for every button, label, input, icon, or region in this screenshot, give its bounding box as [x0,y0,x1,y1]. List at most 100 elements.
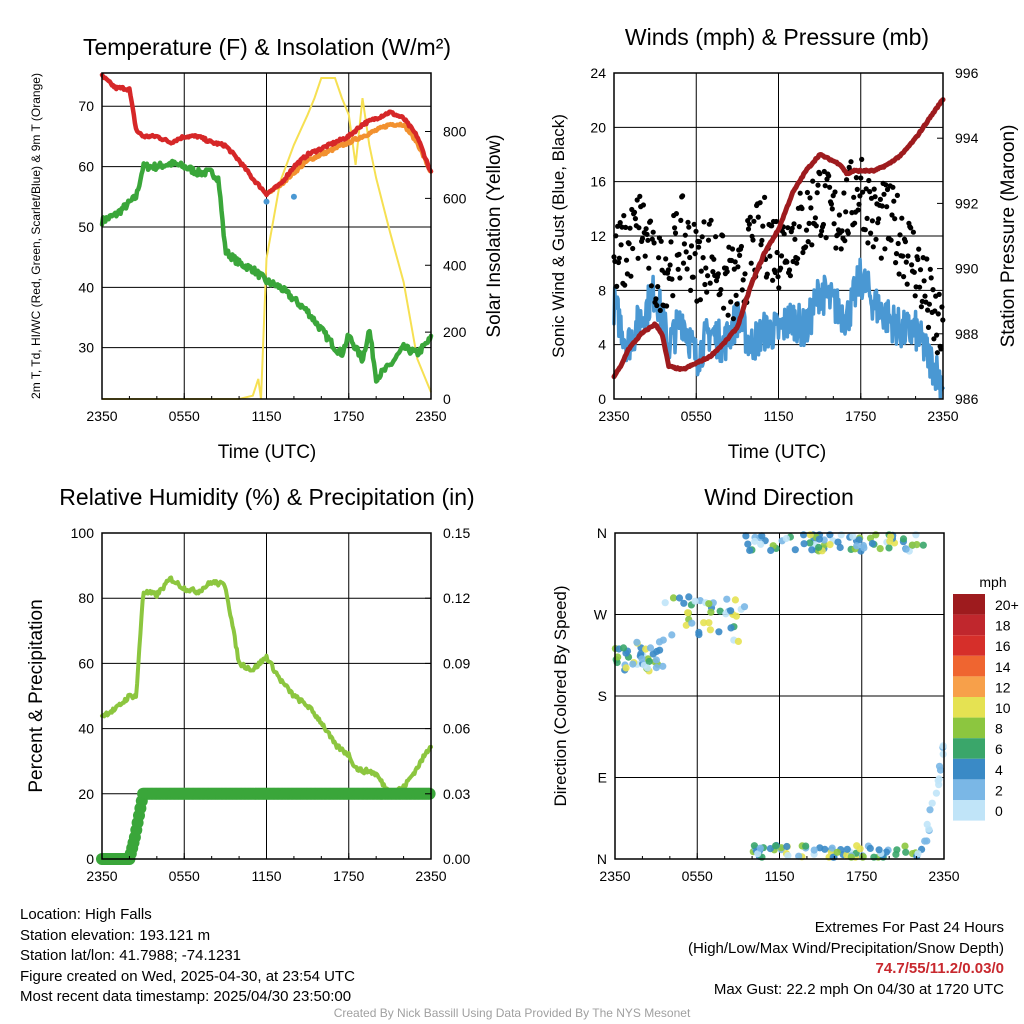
gust-point [665,267,672,273]
gust-point [639,235,646,242]
x-tick-label: 2350 [415,868,446,884]
gust-point [868,230,874,236]
gust-point [745,226,752,232]
gust-point [614,283,620,289]
gust-point [698,268,704,274]
wind-direction-point [783,842,791,851]
x-tick-label: 0550 [682,868,713,884]
wind-direction-point [742,532,750,540]
legend-label: 0 [995,803,1003,819]
gust-point [787,273,794,279]
gust-point [812,215,819,221]
gust-point [622,282,628,288]
gust-point [769,223,775,229]
gust-point [750,237,756,243]
winds-y-label: Sonic Wind & Gust (Blue, Black) [549,114,568,358]
wind-direction-point [893,846,901,854]
y2-tick-label: 0.03 [443,786,470,802]
wind-direction-point [629,660,637,668]
gust-point [781,231,787,237]
gust-point [876,216,882,222]
gust-point [869,218,876,224]
gust-point [912,293,918,299]
x-tick-label: 1750 [333,868,364,884]
wind-direction-point [826,541,834,549]
wind-direction-point [656,646,664,654]
gust-point [767,253,773,259]
y-tick-label: 24 [590,65,606,81]
gust-point [908,225,914,231]
x-tick-label: 1150 [251,408,281,424]
gust-point [688,243,695,249]
gust-point [642,253,648,259]
wind-direction-point [800,540,808,548]
gust-point [617,220,623,226]
gust-point [711,256,717,262]
gust-point [865,240,871,246]
gust-point [708,217,714,223]
wind-direction-point [744,540,752,548]
gust-point [822,183,828,189]
gust-point [930,287,936,293]
wind-direction-point [756,844,764,852]
wind-direction-point [860,544,868,552]
winds-axis-ticks: 2350 0550 1150 1750 235004812162024986988990… [590,65,978,424]
gust-point [884,204,890,210]
y2-tick-label: 996 [955,65,979,81]
gust-point [655,284,661,290]
gust-point [746,221,753,227]
temperature-series-layer [99,72,434,400]
gust-point [794,260,800,266]
wind-direction-point [908,541,916,549]
gust-point [892,216,898,222]
y2-tick-label: 0.06 [443,721,470,737]
gust-point [699,234,705,240]
gust-point [921,278,927,284]
gust-point [893,260,899,266]
gust-point [770,277,776,283]
gust-point [615,223,621,229]
gust-point [703,265,709,271]
gust-point [683,249,689,255]
gust-point [871,186,877,192]
gust-point [817,171,823,177]
gust-point [896,271,902,277]
gust-point [806,220,812,226]
wind-direction-point [700,619,708,627]
gust-point [934,350,941,356]
gust-point [615,259,622,266]
2m-td-line [99,158,434,384]
winds-y2-label: Station Pressure (Maroon) [998,125,1019,348]
gust-point [632,216,639,222]
gust-point [732,259,738,265]
gust-point [663,256,669,262]
gust-point [925,307,931,313]
gust-point [734,301,740,307]
y-tick-label: 20 [78,786,94,802]
wind-direction-point [939,742,947,750]
wind-direction-point [866,844,874,853]
gust-point [926,301,933,307]
wind-direction-point [685,593,693,601]
gust-point [725,312,731,318]
temperature-x-label: Time (UTC) [218,442,317,463]
extremes-values: 74.7/55/11.2/0.03/0 [875,960,1004,977]
wind-direction-point [795,852,803,860]
gust-point [901,274,907,280]
gust-point [634,197,640,203]
gust-point [672,225,678,231]
gust-point [833,245,839,251]
gust-point [669,276,675,282]
wind-direction-point [815,543,823,552]
wind-direction-point [791,546,799,554]
gust-point [863,186,869,192]
gust-point [759,237,765,244]
winds-grid [614,73,943,399]
gust-point [925,324,932,330]
y-tick-label: S [598,688,607,704]
y-tick-label: 16 [590,174,606,190]
gust-point [692,251,698,257]
x-tick-label: 0550 [169,408,200,424]
